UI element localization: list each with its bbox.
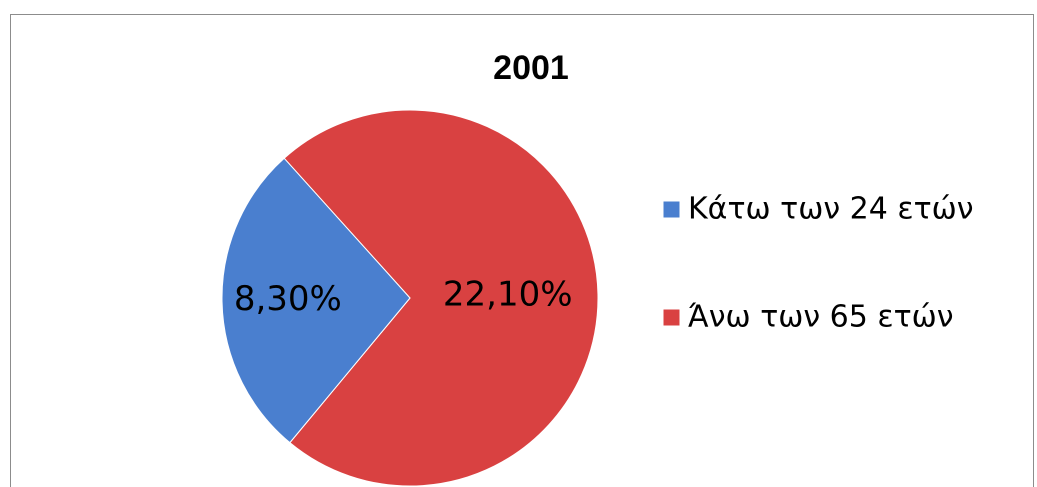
legend-swatch [662,308,681,327]
pie-slice [283,109,599,487]
legend-label: Κάτω των 24 ετών [688,192,974,227]
data-label: 8,30% [234,279,342,319]
legend-label: Άνω των 65 ετών [688,300,954,335]
data-label: 22,10% [443,275,573,315]
pie-slice [221,157,411,444]
chart-title: 2001 [493,49,569,87]
legend-swatch [662,200,681,219]
